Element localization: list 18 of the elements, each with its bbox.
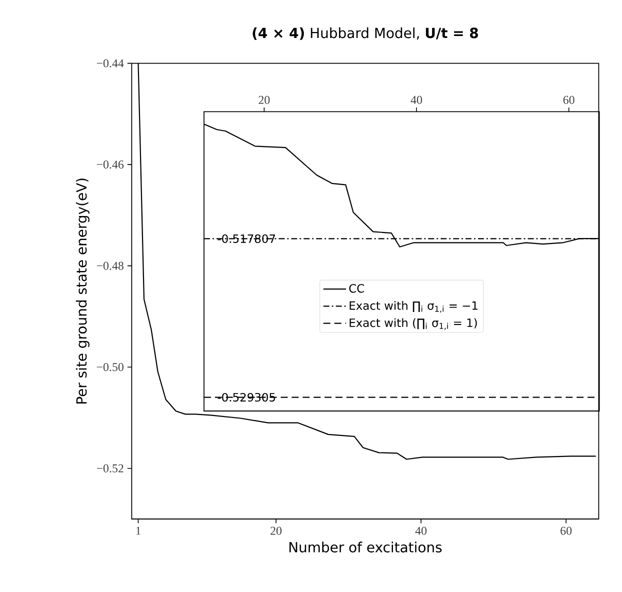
legend-label: CC <box>349 284 364 293</box>
y-tick-label: −0.46 <box>96 160 124 169</box>
y-axis-title: Per site ground state energy(eV) <box>76 178 90 404</box>
x-tick-label: 60 <box>560 526 572 535</box>
y-tick-label: −0.50 <box>96 363 124 372</box>
x-tick-label: 40 <box>415 526 427 535</box>
legend-label: Exact with (∏$_{i}$ σ$_{1,i}$ = 1) <box>350 318 477 330</box>
chart-title: (4 × 4) Hubbard Model, U/t = 8 <box>252 27 478 40</box>
y-tick-label: −0.44 <box>96 59 124 68</box>
x-tick-label: 60 <box>563 96 574 104</box>
x-tick-label: 20 <box>270 526 282 535</box>
legend-label: Exact with ∏$_{i}$ σ$_{1,i}$ = −1 <box>350 301 478 313</box>
x-axis-title: Number of excitations <box>289 542 442 552</box>
y-tick-label: −0.52 <box>96 464 124 472</box>
y-tick-label: −0.48 <box>96 262 124 270</box>
x-tick-label: 40 <box>410 96 422 104</box>
x-tick-label: 20 <box>258 96 270 104</box>
x-tick-label: 1 <box>136 526 141 535</box>
